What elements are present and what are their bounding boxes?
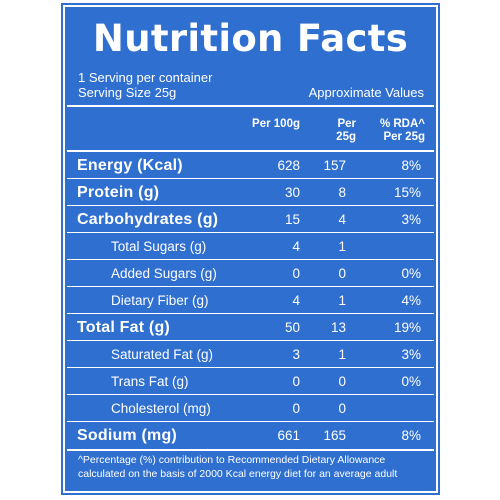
value-rda: 0% <box>401 266 421 281</box>
row-divider <box>67 340 434 341</box>
divider-thick <box>67 150 434 152</box>
value-per-100g: 0 <box>292 401 300 416</box>
value-per-25g: 1 <box>338 347 346 362</box>
value-rda: 0% <box>401 374 421 389</box>
row-divider <box>67 232 434 233</box>
value-rda: 3% <box>401 212 421 227</box>
value-per-100g: 0 <box>292 266 300 281</box>
row-divider <box>67 421 434 422</box>
value-per-100g: 0 <box>292 374 300 389</box>
value-per-100g: 661 <box>277 428 300 443</box>
footnote-line-1: ^Percentage (%) contribution to Recommen… <box>78 454 386 466</box>
nutrient-name: Sodium (mg) <box>77 427 177 444</box>
value-per-100g: 4 <box>292 239 300 254</box>
nutrient-name: Energy (Kcal) <box>77 157 183 174</box>
value-rda: 3% <box>401 347 421 362</box>
label-title: Nutrition Facts <box>92 17 409 60</box>
value-rda: 8% <box>401 428 421 443</box>
header-per-100g: Per 100g <box>252 118 300 130</box>
value-rda: 19% <box>393 320 421 335</box>
table-row: Total Sugars (g) 4 1 <box>67 233 434 260</box>
value-per-25g: 8 <box>338 185 346 200</box>
divider-thick <box>67 105 434 107</box>
header-rda: % RDA^ Per 25g <box>379 118 425 143</box>
nutrient-name: Added Sugars (g) <box>111 266 217 281</box>
value-per-100g: 4 <box>292 293 300 308</box>
row-divider <box>67 178 434 179</box>
value-per-100g: 30 <box>284 185 300 200</box>
row-divider <box>67 205 434 206</box>
table-row: Total Fat (g) 50 13 19% <box>67 314 434 341</box>
nutrition-label: Nutrition Facts 1 Serving per container … <box>61 3 440 495</box>
table-row: Cholesterol (mg) 0 0 <box>67 395 434 422</box>
row-divider <box>67 286 434 287</box>
label-border <box>63 5 438 493</box>
approximate-values-note: Approximate Values <box>308 85 424 100</box>
value-per-100g: 15 <box>284 212 300 227</box>
nutrient-name: Total Fat (g) <box>77 319 170 336</box>
nutrient-name: Dietary Fiber (g) <box>111 293 209 308</box>
nutrient-name: Cholesterol (mg) <box>111 401 211 416</box>
nutrient-name: Total Sugars (g) <box>111 239 207 254</box>
nutrient-name: Trans Fat (g) <box>111 374 189 389</box>
row-divider <box>67 394 434 395</box>
value-per-100g: 50 <box>284 320 300 335</box>
value-per-25g: 0 <box>338 266 346 281</box>
table-row: Carbohydrates (g) 15 4 3% <box>67 206 434 233</box>
nutrient-name: Carbohydrates (g) <box>77 211 219 228</box>
row-divider <box>67 313 434 314</box>
table-row: Dietary Fiber (g) 4 1 4% <box>67 287 434 314</box>
footnote-line-2: calculated on the basis of 2000 Kcal ene… <box>78 468 398 480</box>
servings-per-container: 1 Serving per container <box>78 70 213 85</box>
value-per-100g: 628 <box>277 158 300 173</box>
row-divider <box>67 259 434 260</box>
row-divider <box>67 367 434 368</box>
value-per-25g: 1 <box>338 293 346 308</box>
divider-thick <box>67 449 434 451</box>
serving-size: Serving Size 25g <box>78 85 177 100</box>
nutrient-name: Saturated Fat (g) <box>111 347 214 362</box>
header-per-25g: Per 25g <box>336 118 356 143</box>
value-per-25g: 165 <box>323 428 346 443</box>
table-row: Added Sugars (g) 0 0 0% <box>67 260 434 287</box>
value-per-25g: 157 <box>323 158 346 173</box>
value-per-25g: 0 <box>338 374 346 389</box>
value-rda: 4% <box>401 293 421 308</box>
nutrient-name: Protein (g) <box>77 184 160 201</box>
value-per-25g: 0 <box>338 401 346 416</box>
value-rda: 8% <box>401 158 421 173</box>
table-row: Energy (Kcal) 628 157 8% <box>67 152 434 179</box>
value-per-25g: 4 <box>338 212 346 227</box>
table-row: Saturated Fat (g) 3 1 3% <box>67 341 434 368</box>
value-per-100g: 3 <box>292 347 300 362</box>
value-per-25g: 13 <box>330 320 346 335</box>
table-row: Trans Fat (g) 0 0 0% <box>67 368 434 395</box>
table-row: Sodium (mg) 661 165 8% <box>67 422 434 449</box>
value-rda: 15% <box>393 185 421 200</box>
table-row: Protein (g) 30 8 15% <box>67 179 434 206</box>
value-per-25g: 1 <box>338 239 346 254</box>
